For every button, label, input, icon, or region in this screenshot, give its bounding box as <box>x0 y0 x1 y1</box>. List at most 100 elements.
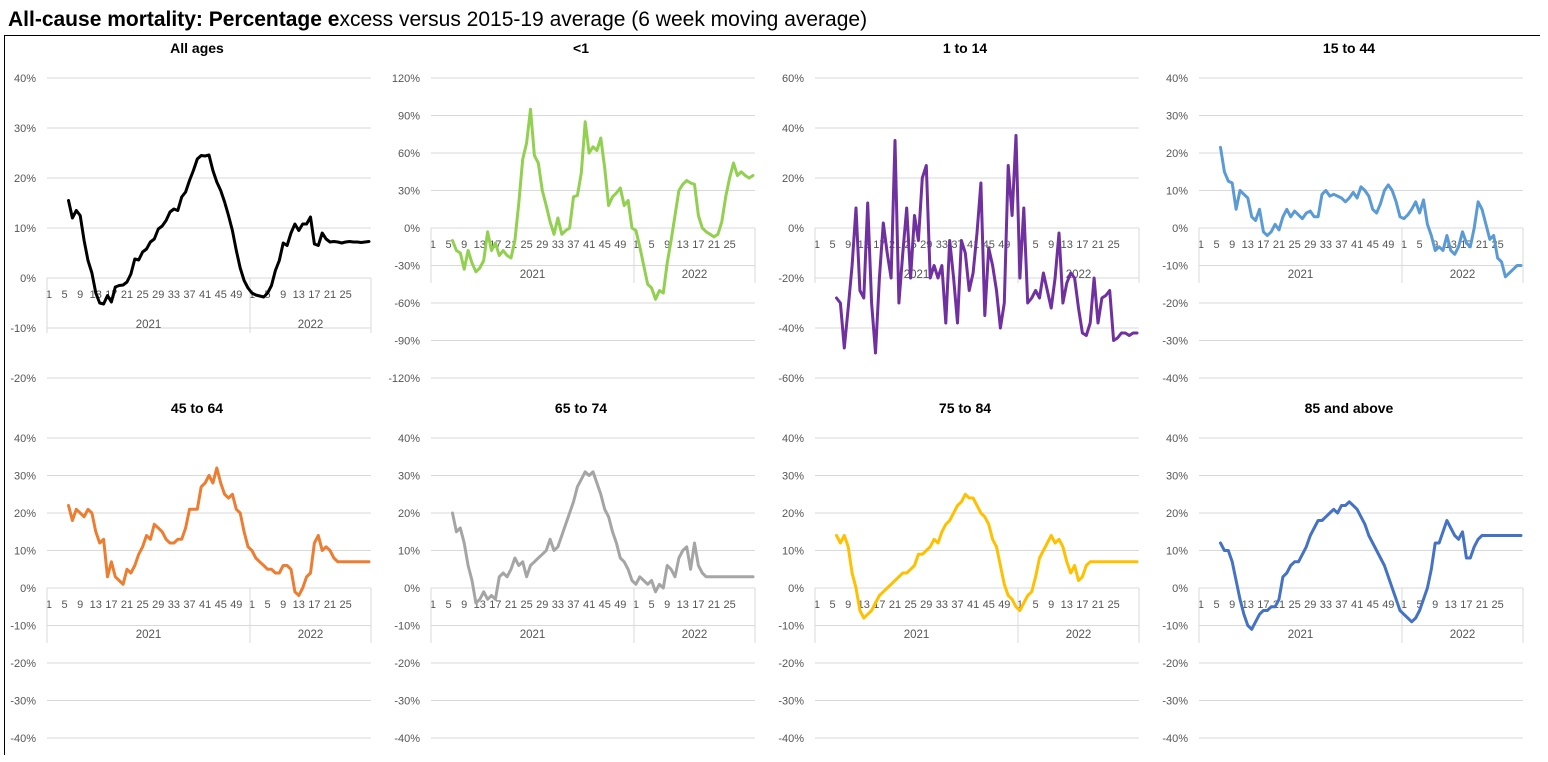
x-tick-label: 9 <box>664 599 670 611</box>
y-tick-label: -30% <box>394 696 420 708</box>
x-tick-label: 33 <box>936 239 948 251</box>
x-tick-label: 13 <box>474 239 486 251</box>
y-tick-label: -30% <box>1162 336 1188 348</box>
x-tick-label: 1 <box>249 599 255 611</box>
y-tick-label: -30% <box>778 696 804 708</box>
x-tick-label: 29 <box>152 289 164 301</box>
y-tick-label: -10% <box>10 621 36 633</box>
y-tick-label: 20% <box>1166 148 1188 160</box>
year-label: 2021 <box>520 629 546 641</box>
x-tick-label: 5 <box>1032 599 1038 611</box>
x-tick-label: 33 <box>168 599 180 611</box>
y-tick-label: -40% <box>778 323 804 335</box>
y-tick-label: 0% <box>404 583 420 595</box>
panel-title: 45 to 64 <box>171 400 223 416</box>
panel-4: 15 to 44 -40% -30% -20% -10% 0% 10% 20% 30% 40% 1 5… <box>1157 36 1541 397</box>
y-tick-label: 40% <box>398 433 420 445</box>
x-tick-label: 45 <box>1367 239 1379 251</box>
x-tick-label: 5 <box>62 599 68 611</box>
x-tick-label: 25 <box>905 239 917 251</box>
series-line <box>451 107 755 301</box>
y-tick-label: 40% <box>14 433 36 445</box>
x-tick-label: 21 <box>505 599 517 611</box>
x-tick-label: 9 <box>1048 599 1054 611</box>
x-tick-label: 5 <box>1214 239 1220 251</box>
x-tick-label: 9 <box>1048 239 1054 251</box>
panel-title: 75 to 84 <box>939 400 991 416</box>
x-tick-label: 37 <box>951 599 963 611</box>
y-tick-label: -20% <box>10 373 36 385</box>
x-tick-label: 29 <box>920 599 932 611</box>
y-tick-label: 20% <box>14 508 36 520</box>
x-tick-label: 9 <box>1229 599 1235 611</box>
x-tick-label: 49 <box>230 599 242 611</box>
x-tick-label: 29 <box>536 599 548 611</box>
x-tick-label: 5 <box>1214 599 1220 611</box>
x-tick-label: 9 <box>77 599 83 611</box>
year-label: 2022 <box>1450 269 1476 281</box>
x-tick-label: 45 <box>983 599 995 611</box>
panel-title: All ages <box>170 40 224 56</box>
year-label: 2021 <box>136 319 162 331</box>
x-tick-label: 25 <box>1492 599 1504 611</box>
year-label: 2022 <box>298 629 324 641</box>
y-tick-label: 40% <box>1166 73 1188 85</box>
x-tick-label: 45 <box>215 599 227 611</box>
y-tick-label: -10% <box>1162 621 1188 633</box>
chart-title: All-cause mortality: Percentage excess v… <box>8 6 867 34</box>
panel-1: All ages -20% -10% 0% 10% 20% 30% 40% 1 5 9 13 17 21 2… <box>5 36 390 397</box>
x-tick-label: 17 <box>308 599 320 611</box>
series-line <box>835 492 1139 620</box>
y-tick-label: -40% <box>394 733 420 745</box>
x-tick-label: 17 <box>105 599 117 611</box>
y-tick-label: 10% <box>1166 186 1188 198</box>
y-tick-label: -40% <box>778 733 804 745</box>
year-label: 2021 <box>904 629 930 641</box>
y-tick-label: -40% <box>10 733 36 745</box>
series-line <box>835 134 1139 355</box>
x-tick-label: 45 <box>1367 599 1379 611</box>
y-tick-label: 60% <box>782 73 804 85</box>
x-tick-label: 45 <box>983 239 995 251</box>
x-tick-label: 17 <box>873 239 885 251</box>
x-tick-label: 21 <box>324 599 336 611</box>
series-line <box>451 470 755 605</box>
x-tick-label: 41 <box>583 599 595 611</box>
x-tick-label: 25 <box>1108 239 1120 251</box>
panel-svg: 85 and above -40% -30% -20% -10% 0% 10% 20% 30% 4… <box>1162 400 1524 745</box>
x-tick-label: 5 <box>1416 239 1422 251</box>
x-tick-label: 13 <box>677 599 689 611</box>
y-tick-label: 10% <box>782 546 804 558</box>
panel-6: 65 to 74 -40% -30% -20% -10% 0% 10% 20% 30% 40% 1 5… <box>389 396 774 756</box>
x-tick-label: 13 <box>1242 599 1254 611</box>
x-tick-label: 13 <box>1061 599 1073 611</box>
x-tick-label: 9 <box>461 599 467 611</box>
y-tick-label: -20% <box>1162 658 1188 670</box>
panel-svg: All ages-20%-10%0%10%20%30%40%1 5 9 13 17 21 2… <box>10 40 372 385</box>
x-tick-label: 21 <box>121 599 133 611</box>
panel-title: 15 to 44 <box>1323 40 1375 56</box>
y-tick-label: -10% <box>394 621 420 633</box>
x-tick-label: 25 <box>905 599 917 611</box>
x-tick-label: 13 <box>677 239 689 251</box>
panel-title: 85 and above <box>1305 400 1394 416</box>
x-tick-label: 49 <box>998 239 1010 251</box>
x-tick-label: 29 <box>536 239 548 251</box>
panel-3: 1 to 14 -60% -40% -20% 0% 20% 40% 60% 1 5 9 13 17 21 2… <box>773 36 1158 397</box>
series-line <box>67 466 371 597</box>
x-tick-label: 29 <box>1304 239 1316 251</box>
x-tick-label: 17 <box>1076 239 1088 251</box>
y-tick-label: -90% <box>394 336 420 348</box>
x-tick-label: 5 <box>62 289 68 301</box>
x-tick-label: 13 <box>1242 239 1254 251</box>
panel-2: <1 -120% -90% -60% -30% 0% 30% 60% 90% 120% 1 5 9 13 1… <box>389 36 774 397</box>
x-tick-label: 5 <box>1032 239 1038 251</box>
x-tick-label: 49 <box>614 599 626 611</box>
x-tick-label: 25 <box>1289 599 1301 611</box>
series-line <box>1219 500 1523 631</box>
year-label: 2022 <box>1066 269 1092 281</box>
y-tick-label: 30% <box>14 471 36 483</box>
year-label: 2022 <box>1450 629 1476 641</box>
y-tick-label: 20% <box>1166 508 1188 520</box>
small-multiples-grid: All ages -20% -10% 0% 10% 20% 30% 40% 1 5 9 13 17 21 2… <box>4 35 1541 756</box>
